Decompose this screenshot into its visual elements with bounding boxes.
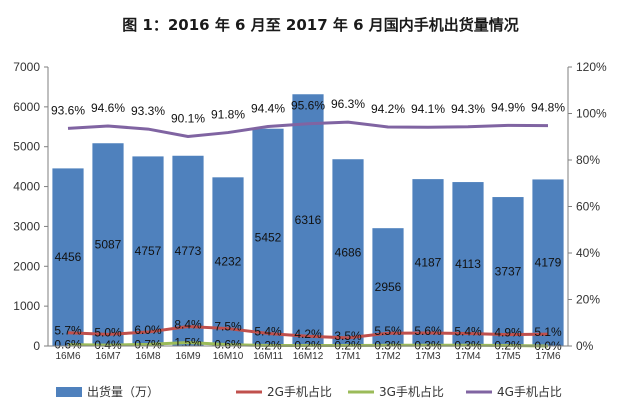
right-tick-label: 100%: [576, 107, 607, 121]
category-label: 16M8: [135, 351, 160, 362]
legend-item-shipments-label: 出货量（万）: [87, 384, 159, 399]
shipment-bar: [132, 156, 164, 346]
shipment-bar-label: 5452: [255, 230, 282, 244]
legend-item-3g-label: 3G手机占比: [379, 384, 444, 399]
left-tick-label: 7000: [13, 60, 40, 74]
shipment-bar: [532, 179, 564, 346]
category-label: 16M10: [213, 351, 244, 362]
share-4g-data-label: 91.8%: [211, 108, 245, 122]
left-tick-label: 3000: [13, 219, 40, 233]
category-label: 17M2: [375, 351, 400, 362]
share-2g-data-label: 5.4%: [254, 324, 282, 338]
right-tick-label: 20%: [576, 293, 600, 307]
shipment-bar-label: 4686: [335, 246, 362, 260]
shipment-bar: [332, 159, 364, 346]
shipment-bar-label: 4757: [135, 244, 162, 258]
share-2g-data-label: 4.2%: [294, 327, 322, 341]
category-label: 17M5: [495, 351, 520, 362]
share-3g-data-label: 0.3%: [414, 338, 442, 352]
share-2g-data-label: 5.7%: [54, 324, 82, 338]
share-2g-data-label: 8.4%: [174, 317, 202, 331]
share-3g-data-label: 0.6%: [214, 338, 242, 352]
right-tick-label: 80%: [576, 153, 600, 167]
share-2g-line: [67, 324, 549, 340]
share-4g-data-label: 90.1%: [171, 112, 205, 126]
share-4g-line: [67, 120, 549, 139]
share-4g-data-label: 94.6%: [91, 101, 125, 115]
share-4g-data-label: 94.9%: [491, 100, 525, 114]
category-label: 17M3: [415, 351, 440, 362]
right-tick-label: 40%: [576, 246, 600, 260]
share-2g-data-label: 5.6%: [414, 324, 442, 338]
category-label: 17M4: [455, 351, 480, 362]
left-tick-label: 0: [33, 339, 40, 353]
share-4g-data-label: 94.8%: [531, 101, 565, 115]
share-4g-data-label: 94.1%: [411, 102, 445, 116]
legend-item-shipments-swatch: [56, 387, 82, 397]
share-2g-data-label: 3.5%: [334, 329, 362, 343]
legend-item-2g-label: 2G手机占比: [267, 384, 332, 399]
share-2g-data-label: 5.0%: [94, 325, 122, 339]
share-4g-data-label: 93.3%: [131, 104, 165, 118]
shipment-bar-label: 4187: [415, 256, 442, 270]
shipment-bar-label: 4232: [215, 255, 242, 269]
shipment-bar: [452, 182, 484, 346]
share-2g-data-label: 5.4%: [454, 324, 482, 338]
shipment-bar-label: 6316: [295, 213, 322, 227]
share-4g-data-label: 94.2%: [371, 102, 405, 116]
share-2g-data-label: 4.9%: [494, 326, 522, 340]
right-tick-label: 120%: [576, 60, 607, 74]
share-4g-data-label: 94.3%: [451, 102, 485, 116]
category-label: 16M11: [253, 351, 283, 362]
share-3g-data-label: 0.3%: [374, 338, 402, 352]
shipment-bar: [172, 155, 204, 346]
category-label: 16M9: [175, 351, 200, 362]
shipment-bar: [492, 197, 524, 346]
category-label: 16M6: [55, 351, 80, 362]
category-label: 16M7: [95, 351, 120, 362]
share-2g-data-label: 7.5%: [214, 320, 242, 334]
shipment-bar-label: 5087: [95, 238, 122, 252]
share-3g-data-label: 0.4%: [94, 338, 122, 352]
left-tick-label: 2000: [13, 259, 40, 273]
shipment-bar: [252, 128, 284, 346]
share-4g-data-label: 94.4%: [251, 102, 285, 116]
share-2g-data-label: 5.5%: [374, 324, 402, 338]
shipment-bar-label: 3737: [495, 265, 522, 279]
share-4g-data-label: 93.6%: [51, 103, 85, 117]
share-3g-data-label: 0.3%: [454, 338, 482, 352]
share-4g-data-label: 95.6%: [291, 99, 325, 113]
left-tick-label: 1000: [13, 299, 40, 313]
share-4g-data-label: 96.3%: [331, 97, 365, 111]
share-3g-data-label: 1.5%: [174, 336, 202, 350]
left-tick-label: 6000: [13, 100, 40, 114]
chart-title: 图 1：2016 年 6 月至 2017 年 6 月国内手机出货量情况: [122, 16, 519, 34]
category-label: 17M1: [335, 351, 360, 362]
right-tick-label: 0%: [576, 339, 594, 353]
shipment-bar: [372, 228, 404, 346]
share-2g-data-label: 6.0%: [134, 323, 162, 337]
shipment-bar: [52, 168, 84, 346]
shipment-bar: [412, 179, 444, 346]
shipment-bar-label: 2956: [375, 280, 402, 294]
shipment-bar: [292, 94, 324, 346]
shipment-bar: [212, 177, 244, 346]
share-3g-data-label: 0.7%: [134, 337, 162, 351]
category-label: 16M12: [293, 351, 324, 362]
right-tick-label: 60%: [576, 200, 600, 214]
category-label: 17M6: [535, 351, 560, 362]
left-tick-label: 4000: [13, 180, 40, 194]
share-3g-data-label: 0.6%: [54, 338, 82, 352]
share-2g-data-label: 5.1%: [534, 325, 562, 339]
left-tick-label: 5000: [13, 140, 40, 154]
shipment-bar-label: 4456: [55, 250, 82, 264]
shipment-bar: [92, 143, 124, 346]
legend-item-4g-label: 4G手机占比: [497, 384, 562, 399]
shipment-bar-label: 4773: [175, 244, 202, 258]
shipment-bar-label: 4179: [535, 256, 562, 270]
shipment-bar-label: 4113: [455, 257, 481, 271]
